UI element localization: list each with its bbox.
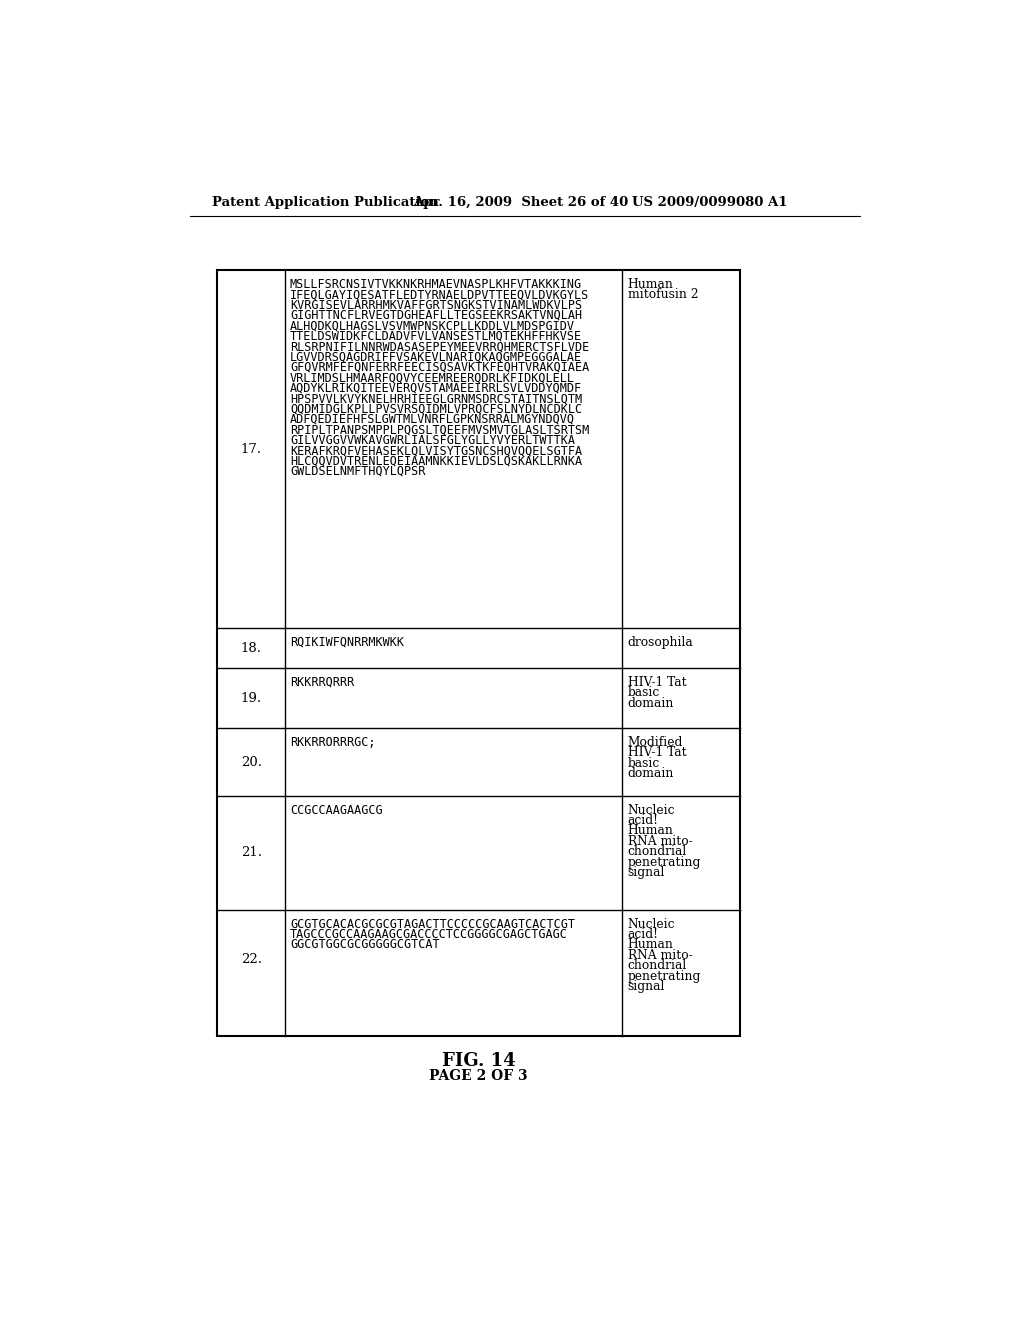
Text: HLCQQVDVTRENLEQEIAAMNKKIEVLDSLQSKAKLLRNKA: HLCQQVDVTRENLEQEIAAMNKKIEVLDSLQSKAKLLRNK…: [290, 454, 582, 467]
Text: RNA mito-: RNA mito-: [628, 949, 692, 962]
Text: RPIPLTPANPSMPPLPQGSLTQEEFMVSMVTGLASLTSRTSM: RPIPLTPANPSMPPLPQGSLTQEEFMVSMVTGLASLTSRT…: [290, 424, 589, 437]
Text: chondrial: chondrial: [628, 960, 687, 973]
Text: mitofusin 2: mitofusin 2: [628, 288, 698, 301]
Text: KERAFKRQFVEHASEKLQLVISYTGSNCSHQVQQELSGTFA: KERAFKRQFVEHASEKLQLVISYTGSNCSHQVQQELSGTF…: [290, 444, 582, 457]
Text: MSLLFSRCNSIVTVKKNKRHMAEVNASPLKHFVTAKKKING: MSLLFSRCNSIVTVKKNKRHMAEVNASPLKHFVTAKKKIN…: [290, 277, 582, 290]
Text: HPSPVVLKVYKNELHRHIEEGLGRNMSDRCSTAITNSLQTM: HPSPVVLKVYKNELHRHIEEGLGRNMSDRCSTAITNSLQT…: [290, 392, 582, 405]
Text: Apr. 16, 2009  Sheet 26 of 40: Apr. 16, 2009 Sheet 26 of 40: [414, 195, 629, 209]
Text: RKKRRORRRGC;: RKKRRORRRGC;: [290, 737, 376, 748]
Text: Human: Human: [628, 277, 674, 290]
Text: PAGE 2 OF 3: PAGE 2 OF 3: [429, 1069, 528, 1084]
Text: domain: domain: [628, 767, 674, 780]
Text: RLSRPNIFILNNRWDASASEPEYMEEVRRQHMERCTSFLVDE: RLSRPNIFILNNRWDASASEPEYMEEVRRQHMERCTSFLV…: [290, 341, 589, 354]
Text: GCGTGCACACGCGCGTAGACTTCCCCCGCAAGTCACTCGT: GCGTGCACACGCGCGTAGACTTCCCCCGCAAGTCACTCGT: [290, 917, 574, 931]
Text: RQIKIWFQNRRMKWKK: RQIKIWFQNRRMKWKK: [290, 636, 404, 649]
Text: acid!: acid!: [628, 814, 658, 828]
Text: 20.: 20.: [241, 755, 262, 768]
Text: CCGCCAAGAAGCG: CCGCCAAGAAGCG: [290, 804, 383, 817]
Text: acid!: acid!: [628, 928, 658, 941]
Text: chondrial: chondrial: [628, 845, 687, 858]
Text: signal: signal: [628, 866, 666, 879]
Text: FIG. 14: FIG. 14: [442, 1052, 515, 1069]
Bar: [217, 271, 740, 1036]
Text: US 2009/0099080 A1: US 2009/0099080 A1: [632, 195, 787, 209]
Text: LGVVDRSQAGDRIFFVSAKEVLNARIQKAQGMPEGGGALAE: LGVVDRSQAGDRIFFVSAKEVLNARIQKAQGMPEGGGALA…: [290, 351, 582, 363]
Text: penetrating: penetrating: [628, 970, 701, 982]
Text: HIV-1 Tat: HIV-1 Tat: [628, 746, 686, 759]
Text: GILVVGGVVWKAVGWRLIALSFGLYGLLYVYERLTWTTKA: GILVVGGVVWKAVGWRLIALSFGLYGLLYVYERLTWTTKA: [290, 434, 574, 446]
Text: 22.: 22.: [241, 953, 262, 966]
Text: basic: basic: [628, 756, 660, 770]
Text: GFQVRMFEFQNFERRFEECISQSAVKTKFEQHTVRAKQIAEA: GFQVRMFEFQNFERRFEECISQSAVKTKFEQHTVRAKQIA…: [290, 360, 589, 374]
Text: GGCGTGGCGCGGGGGCGTCAT: GGCGTGGCGCGGGGGCGTCAT: [290, 939, 439, 952]
Text: AQDYKLRIKQITEEVERQVSTAMAEEIRRLSVLVDDYQMDF: AQDYKLRIKQITEEVERQVSTAMAEEIRRLSVLVDDYQMD…: [290, 381, 582, 395]
Text: HIV-1 Tat: HIV-1 Tat: [628, 676, 686, 689]
Text: TAGCCCGCCAAGAAGCGACCCCTCCGGGGCGAGCTGAGC: TAGCCCGCCAAGAAGCGACCCCTCCGGGGCGAGCTGAGC: [290, 928, 568, 941]
Text: Human: Human: [628, 825, 674, 837]
Text: basic: basic: [628, 686, 660, 700]
Text: RKKRRQRRR: RKKRRQRRR: [290, 676, 354, 689]
Text: Nucleic: Nucleic: [628, 917, 676, 931]
Text: Modified: Modified: [628, 737, 683, 748]
Text: RNA mito-: RNA mito-: [628, 834, 692, 847]
Text: domain: domain: [628, 697, 674, 710]
Text: IFEQLGAYIQESATFLEDTYRNAELDPVTTEEQVLDVKGYLS: IFEQLGAYIQESATFLEDTYRNAELDPVTTEEQVLDVKGY…: [290, 288, 589, 301]
Text: VRLIMDSLHMAARFQQVYCEEMREERQDRLKFIDKQLELL: VRLIMDSLHMAARFQQVYCEEMREERQDRLKFIDKQLELL: [290, 371, 574, 384]
Text: drosophila: drosophila: [628, 636, 693, 649]
Text: 18.: 18.: [241, 642, 262, 655]
Text: 19.: 19.: [241, 692, 262, 705]
Text: Nucleic: Nucleic: [628, 804, 676, 817]
Text: signal: signal: [628, 979, 666, 993]
Text: GWLDSELNMFTHQYLQPSR: GWLDSELNMFTHQYLQPSR: [290, 465, 425, 478]
Text: 17.: 17.: [241, 442, 262, 455]
Text: Patent Application Publication: Patent Application Publication: [212, 195, 438, 209]
Text: ADFQEDIEFHFSLGWTMLVNRFLGPKNSRRALMGYNDQVQ: ADFQEDIEFHFSLGWTMLVNRFLGPKNSRRALMGYNDQVQ: [290, 413, 574, 426]
Text: QQDMIDGLKPLLPVSVRSQIDMLVPRQCFSLNYDLNCDKLC: QQDMIDGLKPLLPVSVRSQIDMLVPRQCFSLNYDLNCDKL…: [290, 403, 582, 416]
Text: Human: Human: [628, 939, 674, 952]
Text: penetrating: penetrating: [628, 855, 701, 869]
Text: 21.: 21.: [241, 846, 262, 859]
Text: GIGHTTNCFLRVEGTDGHEAFLLTEGSEEKRSAKTVNQLAH: GIGHTTNCFLRVEGTDGHEAFLLTEGSEEKRSAKTVNQLA…: [290, 309, 582, 322]
Text: TTELDSWIDKFCLDADVFVLVANSESTLMQTEKHFFHKVSE: TTELDSWIDKFCLDADVFVLVANSESTLMQTEKHFFHKVS…: [290, 330, 582, 343]
Text: ALHQDKQLHAGSLVSVMWPNSKCPLLKDDLVLMDSPGIDV: ALHQDKQLHAGSLVSVMWPNSKCPLLKDDLVLMDSPGIDV: [290, 319, 574, 333]
Text: KVRGISEVLARRHMKVAFFGRTSNGKSTVINAMLWDKVLPS: KVRGISEVLARRHMKVAFFGRTSNGKSTVINAMLWDKVLP…: [290, 298, 582, 312]
